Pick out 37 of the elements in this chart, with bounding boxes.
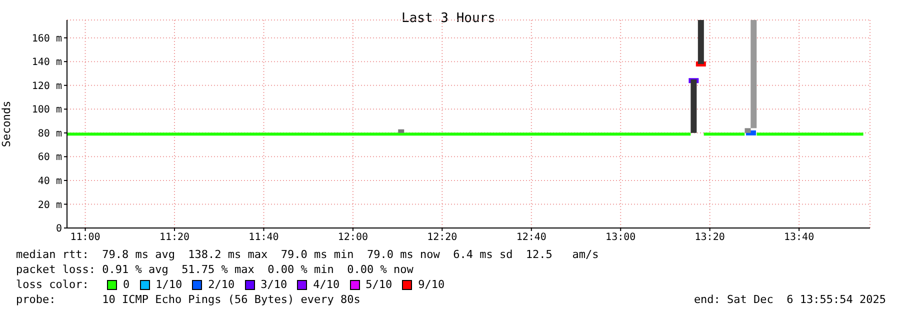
legend-label: 2/10 — [207, 277, 235, 292]
y-tick-label: 120 m — [32, 80, 62, 92]
x-tick-label: 12:00 — [338, 232, 368, 244]
y-tick-label: 40 m — [38, 176, 62, 188]
y-axis-title: Seconds — [0, 100, 13, 148]
x-tick-label: 13:20 — [694, 232, 725, 244]
x-tick-label: 13:40 — [784, 232, 814, 244]
x-tick-label: 12:40 — [516, 232, 546, 244]
legend-label: 1/10 — [154, 277, 182, 292]
x-tick-label: 13:00 — [606, 232, 636, 244]
y-tick-label: 0 — [56, 224, 62, 235]
legend-label: 9/10 — [417, 277, 445, 292]
x-tick-label: 11:00 — [70, 232, 100, 244]
legend-label: 0 — [122, 277, 130, 292]
y-tick-label: 160 m — [32, 33, 62, 44]
legend-label: 3/10 — [260, 277, 288, 292]
x-tick-label: 11:40 — [248, 232, 279, 244]
bar — [750, 20, 757, 128]
y-tick-label: 80 m — [38, 128, 62, 140]
bar — [398, 129, 404, 133]
legend-title: loss color: — [16, 277, 90, 292]
legend-label: 4/10 — [312, 277, 340, 292]
text: end: Sat Dec 6 13:55:54 2025 — [694, 292, 886, 307]
bar — [690, 79, 697, 133]
y-tick-label: 140 m — [32, 57, 62, 68]
chart-title: Last 3 Hours — [400, 11, 496, 26]
x-tick-label: 12:20 — [427, 232, 458, 244]
text: packet loss: 0.91 % avg 51.75 % max 0.00 % min 0.00 % now — [16, 262, 414, 277]
bar — [698, 20, 704, 64]
x-tick-label: 11:20 — [159, 232, 190, 244]
y-tick-label: 60 m — [38, 152, 62, 164]
legend-label: 5/10 — [364, 277, 392, 292]
y-tick-label: 100 m — [32, 104, 62, 116]
text: median rtt: 79.8 ms avg 138.2 ms max 79.0 ms min 79.0 ms now 6.4 ms sd 12.5 am/s — [16, 247, 600, 262]
text: probe: 10 ICMP Echo Pings (56 Bytes) every 80s — [16, 292, 360, 307]
y-tick-label: 20 m — [38, 200, 62, 211]
bar — [744, 128, 751, 133]
